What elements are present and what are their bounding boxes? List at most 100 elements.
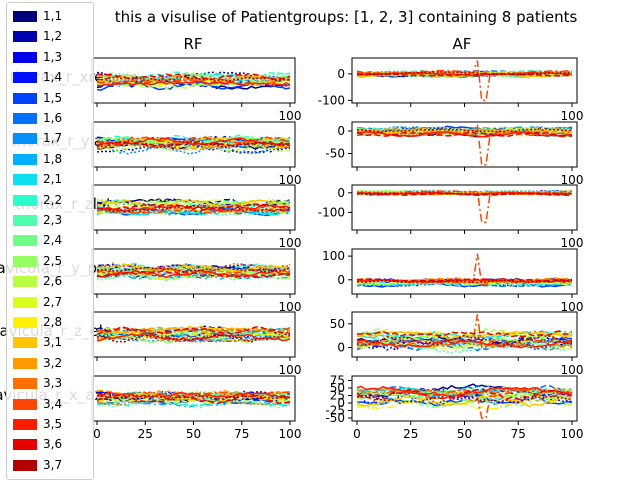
legend-label: 1,8 (43, 151, 63, 166)
legend-entry: 1,1 (13, 9, 93, 23)
legend-swatch (13, 276, 37, 288)
legend-label: 3,1 (43, 335, 63, 350)
legend-swatch (13, 398, 37, 410)
x-tick-label: 75 (234, 427, 249, 441)
legend-label: 2,3 (43, 213, 63, 227)
legend-swatch (13, 378, 37, 390)
x-tick-label: 100 (561, 236, 584, 250)
series-line (96, 203, 291, 211)
subplot-rf-row-0: 100 (91, 57, 302, 123)
x-tick-label: 50 (457, 427, 472, 441)
legend-swatch (13, 357, 37, 369)
series-line (96, 333, 291, 343)
legend-label: 1,3 (43, 49, 63, 64)
legend-label: 2,8 (43, 315, 63, 329)
legend-entry: 1,3 (13, 50, 93, 64)
legend-label: 2,1 (43, 172, 63, 187)
y-tick-label: 75 (330, 374, 345, 388)
legend-entry: 2,3 (13, 213, 93, 227)
legend-label: 3,2 (43, 355, 63, 370)
legend-swatch (13, 296, 37, 308)
legend-entry: 1,6 (13, 111, 93, 125)
legend-swatch (13, 174, 37, 186)
series-line (97, 75, 291, 82)
legend-entry: 2,8 (13, 315, 93, 329)
legend-label: 3,6 (43, 437, 63, 452)
series-line (96, 80, 291, 87)
legend-swatch (13, 113, 37, 124)
series-line (356, 192, 573, 197)
y-tick-label: 0 (337, 273, 345, 287)
x-tick-label: 0 (93, 427, 101, 441)
subplot-af-row-0: 0 -100 100 (318, 57, 583, 123)
series-line (96, 202, 291, 210)
legend-label: 1,5 (43, 90, 63, 105)
legend-swatch (13, 255, 37, 267)
legend-label: 3,7 (43, 457, 63, 472)
legend-swatch (13, 194, 37, 206)
series-line (96, 73, 291, 83)
legend-label: 2,6 (43, 274, 63, 289)
legend-label: 1,1 (43, 9, 63, 23)
series-line (96, 393, 291, 401)
legend-label: 1,7 (43, 131, 63, 146)
legend: 1,1 1,2 1,3 1,4 1,5 1,6 1,7 1,8 2,1 2,2 2,3 2,4 2,5 2… (6, 2, 94, 480)
y-tick-label: 0 (337, 341, 345, 355)
series-line (96, 395, 291, 403)
legend-label: 2,5 (43, 253, 63, 268)
series-line (356, 388, 573, 419)
series-line (96, 269, 291, 279)
legend-swatch (13, 133, 37, 145)
axes-frame (351, 57, 578, 104)
series-line (356, 130, 573, 136)
series-line (356, 385, 573, 397)
legend-entry: 1,5 (13, 91, 93, 105)
series-line (96, 139, 290, 149)
series-line (96, 136, 291, 145)
y-tick-label: 0 (337, 396, 345, 410)
legend-swatch (13, 215, 37, 226)
subplot-af-row-2: 0 -100 100 (318, 184, 584, 250)
series-line (96, 395, 291, 404)
x-tick-label: 0 (353, 427, 361, 441)
legend-entry: 2,4 (13, 233, 93, 247)
y-tick-label: 0 (337, 67, 345, 81)
series-line (96, 80, 291, 90)
series-line (96, 266, 291, 274)
legend-label: 2,4 (43, 233, 63, 248)
legend-swatch (13, 459, 37, 471)
legend-swatch (13, 51, 37, 63)
series-line (96, 394, 291, 405)
column-title-rf: RF (183, 35, 202, 53)
subplot-rf-row-5: 0 25 50 75 100 (91, 375, 301, 441)
legend-label: 1,4 (43, 70, 63, 85)
y-tick-label: 100 (322, 249, 345, 263)
legend-label: 3,5 (43, 417, 63, 431)
legend-swatch (13, 337, 37, 349)
y-tick-label: -25 (325, 404, 345, 418)
series-line (96, 262, 291, 272)
x-tick-label: 100 (279, 236, 302, 250)
legend-swatch (13, 419, 37, 430)
x-tick-label: 50 (186, 427, 201, 441)
legend-label: 3,3 (43, 376, 63, 391)
y-tick-label: 0 (337, 124, 345, 138)
x-tick-label: 25 (138, 427, 153, 441)
legend-label: 2,7 (43, 294, 63, 309)
legend-swatch (13, 72, 37, 84)
series-line (356, 131, 573, 138)
series-line (356, 388, 573, 401)
series-line (356, 72, 573, 77)
series-line (96, 333, 291, 343)
x-tick-label: 100 (279, 173, 302, 187)
series-line (96, 71, 291, 83)
legend-entry: 3,7 (13, 458, 93, 472)
y-tick-label: 50 (330, 381, 345, 395)
legend-entry: 1,2 (13, 29, 93, 43)
series-line (356, 189, 572, 223)
legend-entry: 3,2 (13, 356, 93, 370)
series-line (356, 337, 573, 349)
series-line (96, 198, 291, 210)
x-tick-label: 100 (279, 109, 302, 123)
